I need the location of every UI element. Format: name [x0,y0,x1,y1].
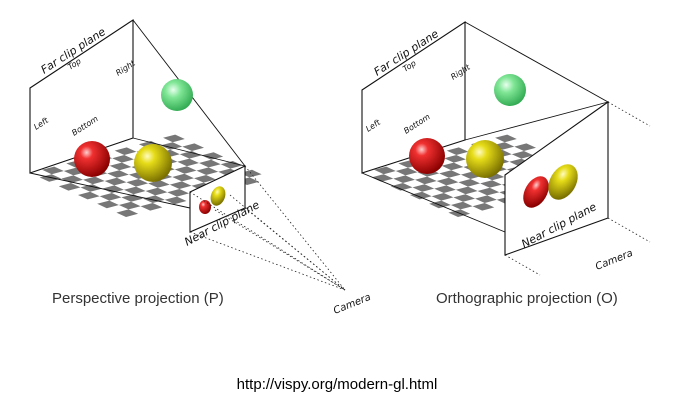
orthographic-yellow-sphere [466,140,504,178]
checker-tile [431,193,454,201]
checker-tile [495,134,517,143]
checker-tile [480,180,502,188]
checker-tile [477,187,500,196]
perspective-right-label: Right [114,58,137,77]
checker-tile [78,191,100,200]
checker-tile [453,194,476,202]
checker-tile [444,155,466,163]
perspective-bottom-label: Bottom [70,114,100,138]
checker-tile [123,186,146,195]
checker-tile [196,167,219,175]
perspective-yellow-sphere [134,144,172,182]
checker-tile [441,162,464,171]
orthographic-right-label: Right [449,62,472,81]
orthographic-left-label: Left [364,117,382,133]
orthographic-projected-yellow-sphere [548,164,578,200]
checker-tile [83,176,105,185]
checker-tile [145,187,168,196]
checker-tile [99,193,122,201]
checker-tile [116,209,139,217]
perspective-projected-yellow-sphere [210,186,226,206]
checker-tile [126,179,149,187]
orthographic-caption: Orthographic projection (O) [436,290,618,307]
checker-tile [439,170,461,178]
perspective-caption: Perspective projection (P) [52,290,224,307]
checker-tile [220,161,243,169]
orthographic-diagram: Far clip plane Top Right Left Bottom Nea… [361,20,651,307]
perspective-diagram: Far clip plane Top Right Left Bottom Nea… [29,18,373,317]
checker-tile [121,194,144,202]
checker-tile [458,179,481,187]
perspective-red-sphere [74,141,110,177]
checker-tile [436,177,459,186]
checker-tile [104,177,127,186]
perspective-frustum-lines [189,165,346,291]
perspective-projected-red-sphere [199,200,211,214]
orthographic-green-sphere [494,74,526,106]
checker-tile [169,181,192,189]
checker-tile [514,143,536,151]
checker-tile [109,162,132,171]
checker-tile [148,180,170,188]
orthographic-projection-lines [504,101,651,276]
checker-tile [199,159,221,168]
checker-tile [164,196,187,205]
checker-tile [390,183,413,191]
checker-tile [167,189,189,197]
checker-tile [97,200,119,209]
perspective-bottom-right-edge [132,137,246,167]
checker-tile [374,166,396,175]
checker-tile [460,171,483,179]
checker-tile [163,134,185,143]
perspective-green-sphere [161,79,193,111]
checker-tile [446,147,469,155]
orthographic-bottom-left-edge [361,172,506,233]
checker-tile [415,176,437,185]
checker-tile [58,183,81,191]
checker-tile [410,191,432,200]
checker-tile [511,151,534,159]
orthographic-bottom-edge [464,101,609,141]
perspective-bottom-left-edge [29,172,191,209]
checker-tile [492,142,515,150]
checker-tile [179,151,202,159]
checker-tile [140,203,163,211]
checker-tile [172,173,194,182]
checker-tile [182,143,204,151]
checker-tile [201,152,224,160]
checker-tile [455,186,478,195]
checker-tile [107,170,129,178]
checker-tile [160,142,183,150]
checker-tile [412,184,435,192]
checker-tile [42,166,64,175]
checker-tile [393,175,415,183]
orthographic-camera-label: Camera [594,248,635,273]
orthographic-bottom-label: Bottom [402,112,432,136]
checker-tile [112,155,134,163]
checker-tile [434,185,456,193]
orthographic-red-sphere [409,138,445,174]
checker-tile [61,175,83,183]
perspective-left-label: Left [32,115,50,131]
checker-tile [63,167,86,176]
checker-tile [475,195,497,203]
checker-tile [194,175,216,183]
checker-tile [174,166,197,174]
orthographic-projected-red-sphere [523,176,549,208]
perspective-camera-label: Camera [332,292,373,317]
checker-tile [395,167,418,176]
checker-tile [114,147,137,155]
checker-tile [118,201,141,210]
orthographic-top-edge [464,21,609,103]
checker-tile [177,158,199,167]
source-url: http://vispy.org/modern-gl.html [237,376,438,393]
checker-tile [102,185,124,193]
checker-tile [450,201,473,210]
checker-tile [472,203,495,211]
checker-tile [80,184,103,192]
checker-tile [371,174,394,182]
